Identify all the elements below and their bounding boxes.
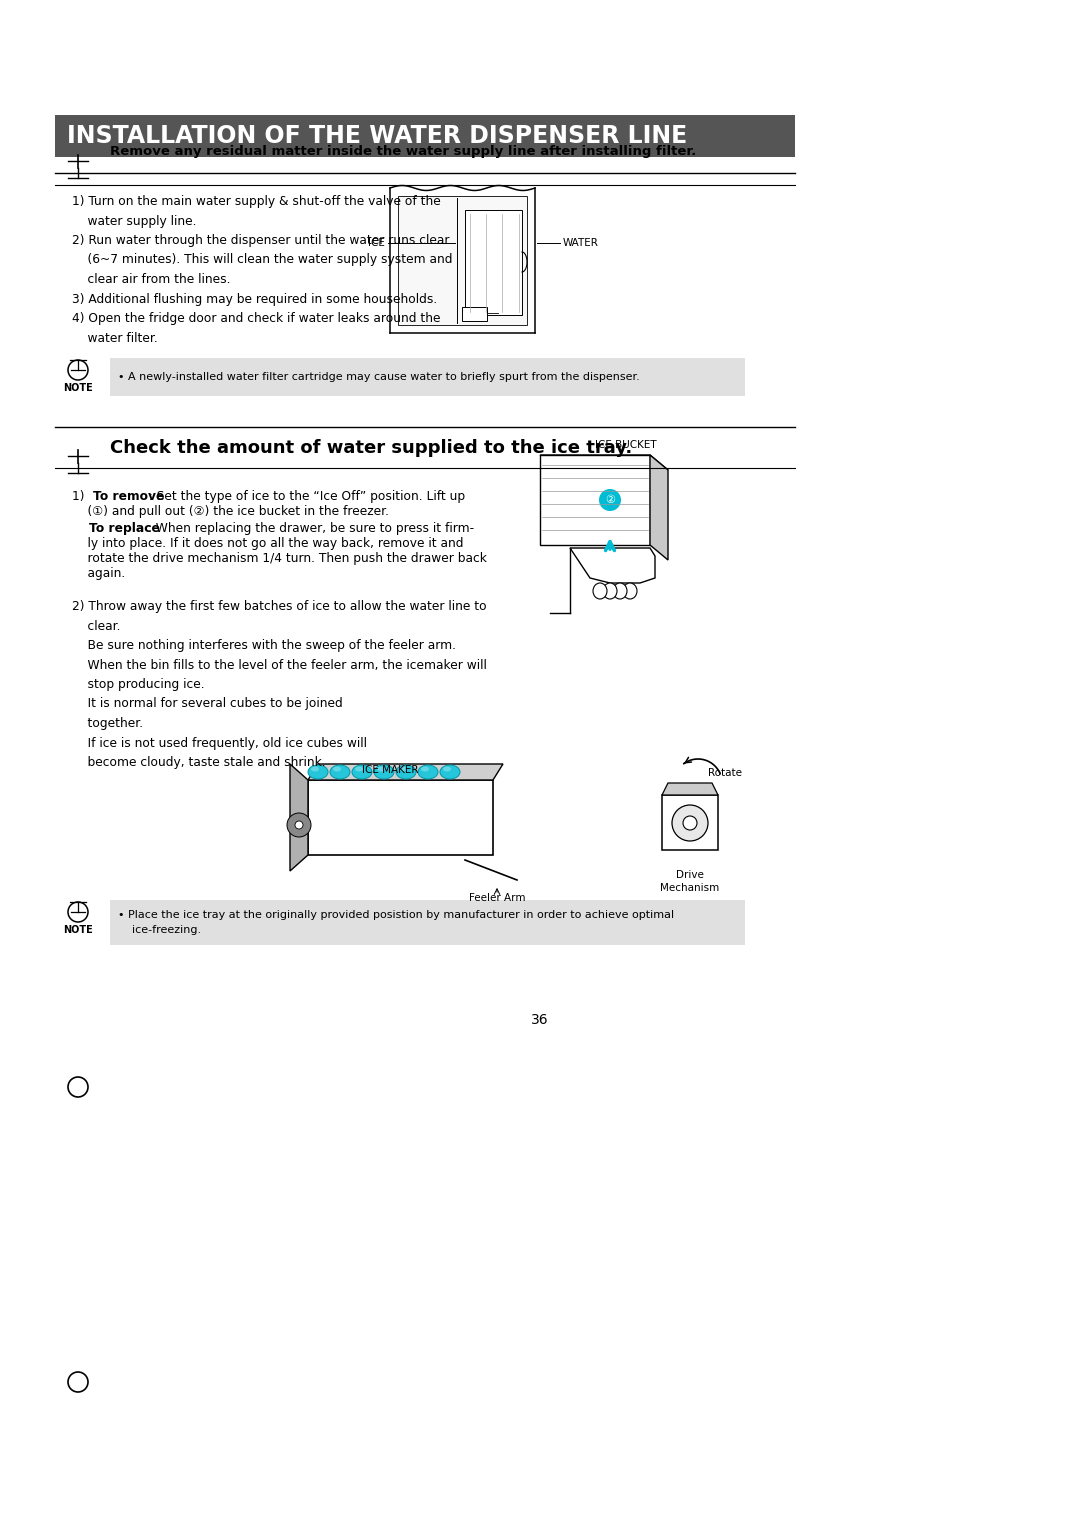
Text: To remove: To remove (93, 490, 164, 502)
Ellipse shape (613, 583, 627, 599)
Text: again.: again. (72, 567, 125, 580)
Polygon shape (291, 764, 308, 870)
Ellipse shape (421, 767, 429, 771)
Circle shape (599, 489, 621, 512)
Polygon shape (540, 455, 669, 470)
Polygon shape (650, 455, 669, 560)
Ellipse shape (399, 767, 407, 771)
Bar (55, 115, 795, 157)
Bar (308, 780, 492, 855)
Bar (462, 307, 487, 321)
Bar (110, 899, 745, 945)
Text: Remove any residual matter inside the water supply line after installing filter.: Remove any residual matter inside the wa… (110, 145, 697, 159)
Text: Drive
Mechanism: Drive Mechanism (660, 870, 719, 893)
Text: To replace: To replace (72, 522, 160, 534)
Bar (110, 357, 745, 395)
Ellipse shape (377, 767, 384, 771)
Ellipse shape (311, 767, 319, 771)
Text: Rotate: Rotate (708, 768, 742, 777)
Text: : Set the type of ice to the “Ice Off” position. Lift up: : Set the type of ice to the “Ice Off” p… (145, 490, 465, 502)
Circle shape (672, 805, 708, 841)
Text: Feeler Arm: Feeler Arm (469, 893, 525, 902)
Text: 1): 1) (72, 490, 89, 502)
Text: 36: 36 (531, 1012, 549, 1028)
Bar (399, 195, 527, 325)
Polygon shape (662, 783, 718, 796)
Text: (①) and pull out (②) the ice bucket in the freezer.: (①) and pull out (②) the ice bucket in t… (72, 505, 389, 518)
Text: ly into place. If it does not go all the way back, remove it and: ly into place. If it does not go all the… (72, 538, 463, 550)
Circle shape (295, 822, 303, 829)
Ellipse shape (374, 765, 394, 779)
Ellipse shape (623, 583, 637, 599)
Circle shape (287, 812, 311, 837)
Text: • A newly-installed water filter cartridge may cause water to briefly spurt from: • A newly-installed water filter cartrid… (118, 373, 639, 382)
Text: 1) Turn on the main water supply & shut-off the valve of the
    water supply li: 1) Turn on the main water supply & shut-… (72, 195, 453, 345)
Polygon shape (308, 764, 503, 780)
Circle shape (683, 815, 697, 831)
Text: ICE: ICE (368, 238, 384, 247)
Text: NOTE: NOTE (63, 925, 93, 935)
Ellipse shape (443, 767, 451, 771)
Polygon shape (540, 455, 650, 545)
Text: : When replacing the drawer, be sure to press it firm-: : When replacing the drawer, be sure to … (144, 522, 474, 534)
Ellipse shape (355, 767, 363, 771)
Ellipse shape (352, 765, 372, 779)
Bar (465, 211, 522, 315)
Text: NOTE: NOTE (63, 383, 93, 392)
Ellipse shape (603, 583, 617, 599)
Text: INSTALLATION OF THE WATER DISPENSER LINE: INSTALLATION OF THE WATER DISPENSER LINE (67, 124, 687, 148)
Text: ICE BUCKET: ICE BUCKET (595, 440, 657, 450)
Text: • Place the ice tray at the originally provided posistion by manufacturer in ord: • Place the ice tray at the originally p… (118, 910, 674, 935)
Ellipse shape (330, 765, 350, 779)
Text: Check the amount of water supplied to the ice tray.: Check the amount of water supplied to th… (110, 438, 632, 457)
Ellipse shape (333, 767, 341, 771)
Text: rotate the drive mechanism 1/4 turn. Then push the drawer back: rotate the drive mechanism 1/4 turn. The… (72, 551, 487, 565)
Ellipse shape (396, 765, 416, 779)
Ellipse shape (593, 583, 607, 599)
Ellipse shape (440, 765, 460, 779)
Text: ICE MAKER: ICE MAKER (362, 765, 419, 776)
Text: ②: ② (605, 495, 615, 505)
Bar (662, 796, 718, 851)
Polygon shape (570, 548, 654, 583)
Ellipse shape (308, 765, 328, 779)
Ellipse shape (418, 765, 438, 779)
Text: WATER: WATER (563, 238, 599, 247)
Text: 2) Throw away the first few batches of ice to allow the water line to
    clear.: 2) Throw away the first few batches of i… (72, 600, 487, 770)
